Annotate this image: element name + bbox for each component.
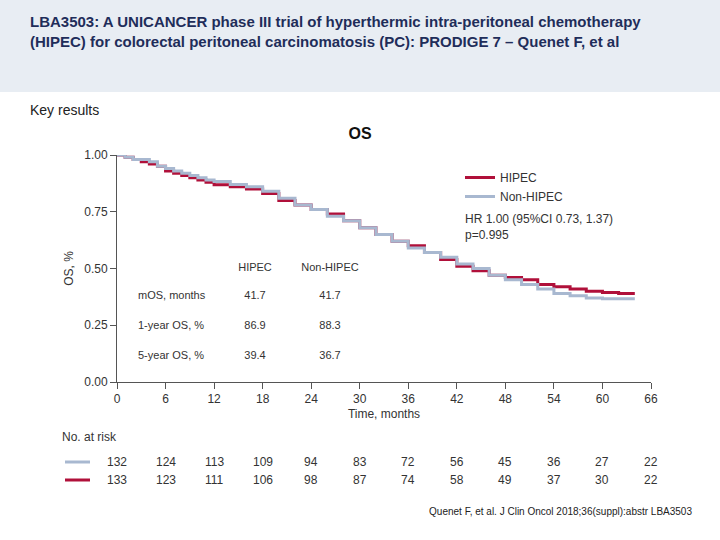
svg-text:0.00: 0.00 [84, 375, 108, 389]
html-text:Non-HIPEC: Non-HIPEC [301, 261, 359, 273]
svg-text:56: 56 [450, 455, 464, 469]
svg-text:0.25: 0.25 [84, 318, 108, 332]
svg-text:18: 18 [256, 392, 270, 406]
html-text:HIPEC: HIPEC [238, 261, 272, 273]
svg-text:24: 24 [305, 392, 319, 406]
html-text:39.4: 39.4 [244, 349, 266, 361]
svg-text:113: 113 [205, 455, 224, 469]
svg-text:1.00: 1.00 [84, 148, 108, 162]
svg-text:0.50: 0.50 [84, 262, 108, 276]
svg-text:12: 12 [207, 392, 221, 406]
html-text:88.3: 88.3 [319, 319, 341, 331]
svg-text:109: 109 [253, 455, 273, 469]
svg-text:30: 30 [353, 392, 367, 406]
svg-text:No. at risk: No. at risk [62, 430, 117, 444]
html-text:41.7: 41.7 [319, 289, 341, 301]
html-text:Quenet F, et al. J Clin Oncol: Quenet F, et al. J Clin Oncol 2018;36(su… [429, 506, 692, 517]
svg-text:27: 27 [595, 455, 609, 469]
svg-text:HIPEC: HIPEC [500, 171, 537, 185]
svg-text:72: 72 [401, 455, 415, 469]
svg-text:OS, %: OS, % [62, 251, 76, 286]
svg-text:22: 22 [644, 473, 658, 487]
svg-text:49: 49 [498, 473, 512, 487]
html-text:5-year OS, %: 5-year OS, % [138, 349, 204, 361]
html-text:1-year OS, %: 1-year OS, % [138, 319, 204, 331]
html-text:LBA3503: A UNICANCER phase III: LBA3503: A UNICANCER phase III trial of … [30, 13, 641, 50]
svg-text:123: 123 [156, 473, 176, 487]
svg-text:Non-HIPEC: Non-HIPEC [500, 190, 563, 204]
svg-text:OS: OS [348, 125, 371, 142]
svg-text:106: 106 [253, 473, 273, 487]
svg-text:48: 48 [499, 392, 513, 406]
svg-text:37: 37 [547, 473, 561, 487]
svg-text:45: 45 [498, 455, 512, 469]
svg-text:124: 124 [156, 455, 176, 469]
svg-text:30: 30 [595, 473, 609, 487]
svg-text:0: 0 [114, 392, 121, 406]
svg-text:83: 83 [353, 455, 367, 469]
svg-text:54: 54 [547, 392, 561, 406]
svg-text:HR 1.00 (95%CI 0.73, 1.37)p=0.: HR 1.00 (95%CI 0.73, 1.37)p=0.995 [465, 212, 613, 242]
svg-text:94: 94 [304, 455, 318, 469]
html-text:41.7: 41.7 [244, 289, 266, 301]
svg-text:36: 36 [547, 455, 561, 469]
svg-text:98: 98 [304, 473, 318, 487]
svg-text:6: 6 [162, 392, 169, 406]
html-text:36.7: 36.7 [319, 349, 341, 361]
svg-text:0.75: 0.75 [84, 205, 108, 219]
svg-text:Time, months: Time, months [348, 407, 420, 421]
svg-text:74: 74 [401, 473, 415, 487]
svg-text:66: 66 [644, 392, 658, 406]
html-text:Key results: Key results [30, 102, 100, 118]
svg-text:60: 60 [596, 392, 610, 406]
svg-text:87: 87 [353, 473, 367, 487]
html-text:mOS, months: mOS, months [138, 289, 206, 301]
html-text:86.9: 86.9 [244, 319, 266, 331]
svg-text:58: 58 [450, 473, 464, 487]
svg-text:133: 133 [107, 473, 127, 487]
svg-text:42: 42 [450, 392, 464, 406]
svg-text:111: 111 [205, 473, 224, 487]
svg-text:132: 132 [107, 455, 127, 469]
svg-text:36: 36 [402, 392, 416, 406]
svg-text:22: 22 [644, 455, 658, 469]
